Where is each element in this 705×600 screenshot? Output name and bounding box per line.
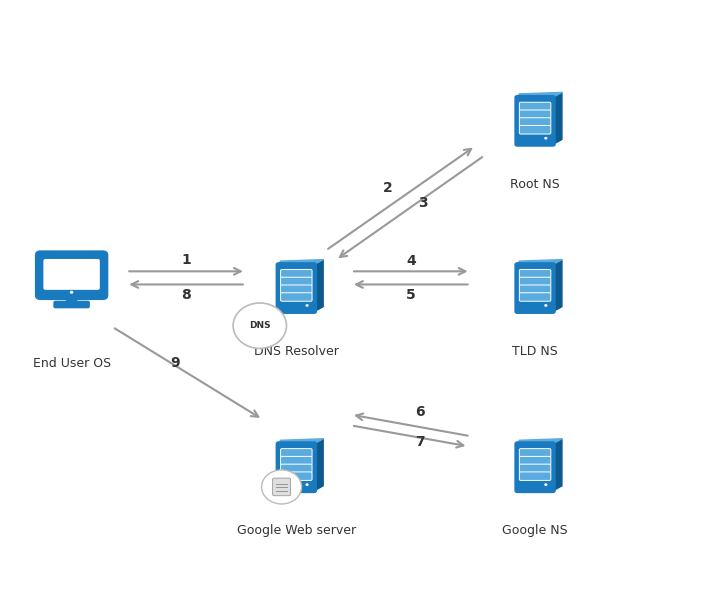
Polygon shape	[314, 439, 323, 491]
FancyBboxPatch shape	[281, 457, 312, 465]
Text: 8: 8	[181, 287, 191, 302]
FancyBboxPatch shape	[520, 457, 551, 465]
FancyBboxPatch shape	[520, 102, 551, 111]
FancyBboxPatch shape	[520, 472, 551, 481]
FancyBboxPatch shape	[276, 442, 317, 493]
Text: End User OS: End User OS	[32, 357, 111, 370]
Polygon shape	[553, 92, 562, 145]
FancyBboxPatch shape	[276, 262, 317, 314]
FancyBboxPatch shape	[520, 110, 551, 119]
FancyBboxPatch shape	[273, 478, 290, 496]
FancyBboxPatch shape	[520, 277, 551, 286]
Text: 1: 1	[181, 253, 191, 267]
Text: TLD NS: TLD NS	[513, 345, 558, 358]
Polygon shape	[553, 439, 562, 491]
Text: 2: 2	[383, 181, 393, 195]
Circle shape	[544, 304, 548, 307]
Text: DNS: DNS	[249, 321, 271, 330]
FancyBboxPatch shape	[54, 301, 90, 308]
FancyBboxPatch shape	[281, 269, 312, 278]
Circle shape	[70, 291, 73, 294]
Text: 4: 4	[406, 254, 416, 268]
FancyBboxPatch shape	[515, 95, 556, 147]
Circle shape	[305, 304, 309, 307]
Text: 6: 6	[415, 405, 424, 419]
Polygon shape	[278, 439, 323, 444]
Circle shape	[544, 137, 548, 140]
FancyBboxPatch shape	[281, 293, 312, 301]
Text: 5: 5	[406, 287, 416, 302]
Circle shape	[305, 483, 309, 486]
FancyBboxPatch shape	[44, 259, 100, 290]
Polygon shape	[278, 260, 323, 265]
Text: 3: 3	[418, 196, 427, 210]
Circle shape	[544, 483, 548, 486]
FancyBboxPatch shape	[520, 285, 551, 293]
Text: DNS Resolver: DNS Resolver	[254, 345, 339, 358]
FancyBboxPatch shape	[520, 464, 551, 473]
FancyBboxPatch shape	[520, 269, 551, 278]
FancyBboxPatch shape	[281, 472, 312, 481]
Text: Google NS: Google NS	[502, 524, 568, 537]
FancyBboxPatch shape	[281, 277, 312, 286]
Polygon shape	[517, 439, 562, 444]
FancyBboxPatch shape	[281, 464, 312, 473]
FancyBboxPatch shape	[520, 125, 551, 134]
Polygon shape	[553, 260, 562, 311]
Text: 9: 9	[171, 356, 180, 370]
FancyBboxPatch shape	[520, 293, 551, 301]
FancyBboxPatch shape	[515, 262, 556, 314]
Polygon shape	[314, 260, 323, 311]
Text: 7: 7	[415, 435, 424, 449]
FancyBboxPatch shape	[281, 285, 312, 293]
Polygon shape	[517, 92, 562, 97]
Text: Root NS: Root NS	[510, 178, 560, 191]
Circle shape	[262, 470, 302, 504]
FancyBboxPatch shape	[520, 449, 551, 457]
FancyBboxPatch shape	[281, 449, 312, 457]
Text: Google Web server: Google Web server	[237, 524, 356, 537]
Polygon shape	[517, 260, 562, 265]
FancyBboxPatch shape	[515, 442, 556, 493]
Polygon shape	[66, 295, 78, 302]
Circle shape	[233, 303, 286, 349]
FancyBboxPatch shape	[35, 250, 109, 300]
FancyBboxPatch shape	[520, 118, 551, 126]
